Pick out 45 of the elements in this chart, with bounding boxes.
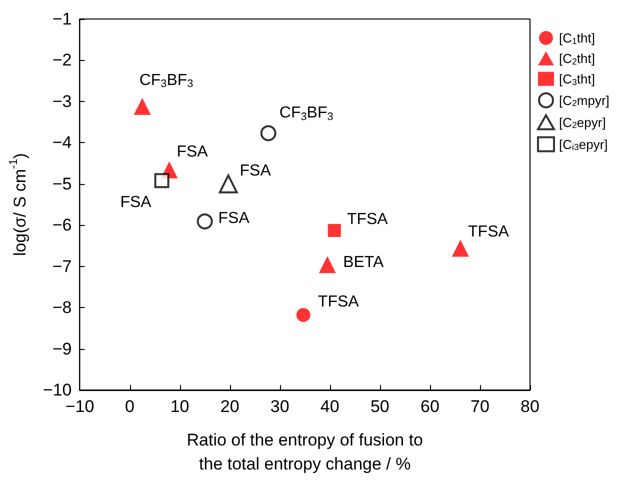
annotation: FSA	[240, 162, 272, 180]
x-tick-label: 50	[370, 397, 390, 416]
y-tick-label: −1	[52, 10, 72, 28]
annotation: TFSA	[346, 210, 388, 228]
point	[196, 213, 213, 230]
annotation: FSA	[120, 194, 152, 212]
x-tick-label: 70	[470, 397, 490, 416]
y-axis-title: log(σ/ S cm-1)	[8, 153, 30, 256]
x-tick-label: 10	[170, 397, 190, 416]
legend-label: [C1tht]	[559, 30, 595, 46]
x-axis-title: Ratio of the entropy of fusion to the total entropy change / %	[186, 430, 423, 474]
annotation: FSA	[176, 143, 208, 160]
legend-label: [C2mpyr]	[559, 92, 610, 108]
annotation: BETA	[343, 254, 384, 272]
x-tick-label: 80	[520, 397, 540, 416]
legend-label: [C3tht]	[559, 71, 595, 87]
point	[218, 174, 238, 194]
point	[318, 256, 336, 274]
y-tick-label: −6	[52, 216, 72, 235]
x-tick-label: 30	[270, 397, 290, 416]
point	[328, 224, 341, 237]
y-tick-label: −10	[42, 380, 72, 400]
annotation: TFSA	[318, 293, 360, 310]
x-tick-label: 0	[125, 397, 134, 416]
legend-label: [C2epyr]	[559, 114, 606, 130]
y-tick-label: −4	[52, 133, 72, 152]
point	[296, 308, 310, 322]
x-tick-label: −10	[65, 397, 94, 416]
legend-label: [C2tht]	[559, 50, 595, 66]
y-tick-label: −2	[52, 50, 72, 70]
x-tick-label: 60	[420, 397, 440, 416]
x-tick-label: 40	[320, 397, 340, 416]
y-tick-label: −7	[52, 256, 72, 276]
legend-label: [Ci3epyr]	[559, 136, 608, 152]
y-tick-label: −3	[52, 92, 72, 111]
point	[134, 98, 151, 115]
point	[260, 125, 276, 142]
y-tick-label: −5	[52, 174, 72, 194]
x-tick-label: 20	[220, 397, 240, 416]
annotation: FSA	[218, 210, 250, 227]
point	[452, 240, 469, 257]
y-tick-label: −9	[52, 339, 72, 358]
annotation: TFSA	[468, 224, 510, 241]
point	[154, 173, 170, 188]
y-tick-label: −8	[52, 298, 72, 318]
